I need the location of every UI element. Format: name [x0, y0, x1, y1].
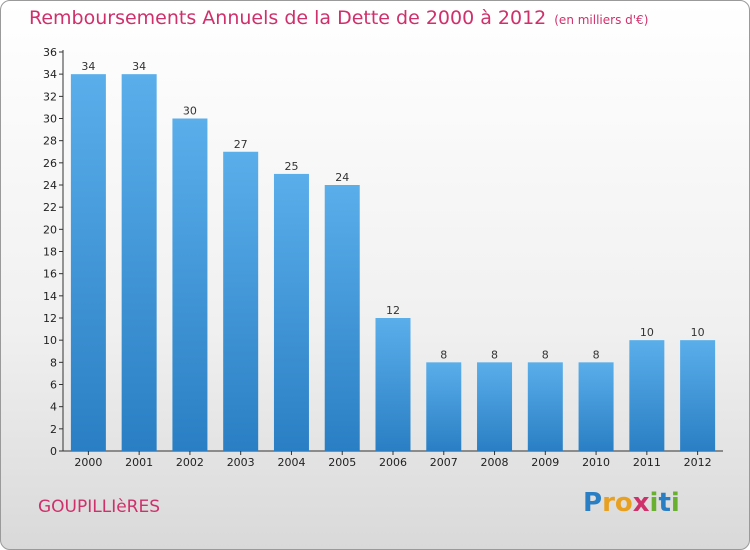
x-tick-label: 2011: [633, 456, 661, 469]
logo-letter: r: [602, 488, 615, 518]
logo-letter: i: [649, 488, 659, 518]
x-tick-label: 2003: [227, 456, 255, 469]
bar: [121, 74, 157, 452]
bar: [172, 118, 208, 451]
chart-title-text: Remboursements Annuels de la Dette de 20…: [29, 7, 547, 29]
x-tick-label: 2001: [125, 456, 153, 469]
data-label: 25: [284, 160, 298, 173]
logo-letter: o: [614, 488, 633, 518]
logo-letter: x: [632, 488, 650, 518]
y-tick-label: 6: [50, 379, 57, 392]
data-label: 8: [440, 348, 447, 361]
commune-name: GOUPILLIèRES: [38, 497, 161, 517]
x-tick-label: 2002: [176, 456, 204, 469]
chart-subtitle: (en milliers d'€): [554, 13, 649, 27]
bar: [426, 362, 462, 451]
data-label: 8: [593, 348, 600, 361]
bar: [324, 185, 360, 451]
bar: [527, 362, 563, 451]
y-tick-label: 12: [43, 312, 57, 325]
y-tick-label: 18: [43, 246, 57, 259]
y-tick-label: 4: [50, 401, 57, 414]
logo-letter: i: [670, 488, 680, 518]
y-tick-label: 26: [43, 157, 57, 170]
data-label: 34: [132, 60, 146, 73]
bar: [223, 151, 259, 451]
data-label: 30: [183, 105, 197, 118]
bar: [273, 173, 309, 451]
y-tick-label: 14: [43, 290, 57, 303]
bar: [70, 74, 106, 452]
y-tick-label: 30: [43, 113, 57, 126]
data-label: 8: [542, 348, 549, 361]
data-label: 10: [640, 326, 654, 339]
y-tick-label: 20: [43, 223, 57, 236]
chart-title: Remboursements Annuels de la Dette de 20…: [29, 7, 648, 29]
data-label: 12: [386, 304, 400, 317]
x-tick-label: 2006: [379, 456, 407, 469]
bar: [578, 362, 614, 451]
x-tick-label: 2007: [430, 456, 458, 469]
logo-letter: P: [583, 488, 603, 518]
y-tick-label: 10: [43, 334, 57, 347]
y-tick-label: 28: [43, 135, 57, 148]
y-tick-label: 16: [43, 268, 57, 281]
bar: [680, 340, 716, 451]
y-tick-label: 32: [43, 90, 57, 103]
y-tick-label: 36: [43, 46, 57, 59]
y-tick-label: 34: [43, 68, 57, 81]
y-tick-label: 22: [43, 201, 57, 214]
x-tick-label: 2004: [277, 456, 305, 469]
data-label: 27: [234, 138, 248, 151]
data-label: 8: [491, 348, 498, 361]
logo-letter: t: [658, 488, 671, 518]
bar: [477, 362, 513, 451]
bar: [629, 340, 665, 451]
y-tick-label: 0: [50, 445, 57, 458]
x-tick-label: 2010: [582, 456, 610, 469]
y-tick-label: 24: [43, 179, 57, 192]
x-tick-label: 2000: [74, 456, 102, 469]
y-tick-label: 8: [50, 356, 57, 369]
x-tick-label: 2009: [531, 456, 559, 469]
bar: [375, 318, 411, 451]
data-label: 10: [691, 326, 705, 339]
x-tick-label: 2012: [684, 456, 712, 469]
proxiti-logo: Proxiti: [583, 488, 680, 518]
data-label: 24: [335, 171, 349, 184]
x-tick-label: 2008: [481, 456, 509, 469]
data-label: 34: [81, 60, 95, 73]
x-tick-label: 2005: [328, 456, 356, 469]
y-tick-label: 2: [50, 423, 57, 436]
